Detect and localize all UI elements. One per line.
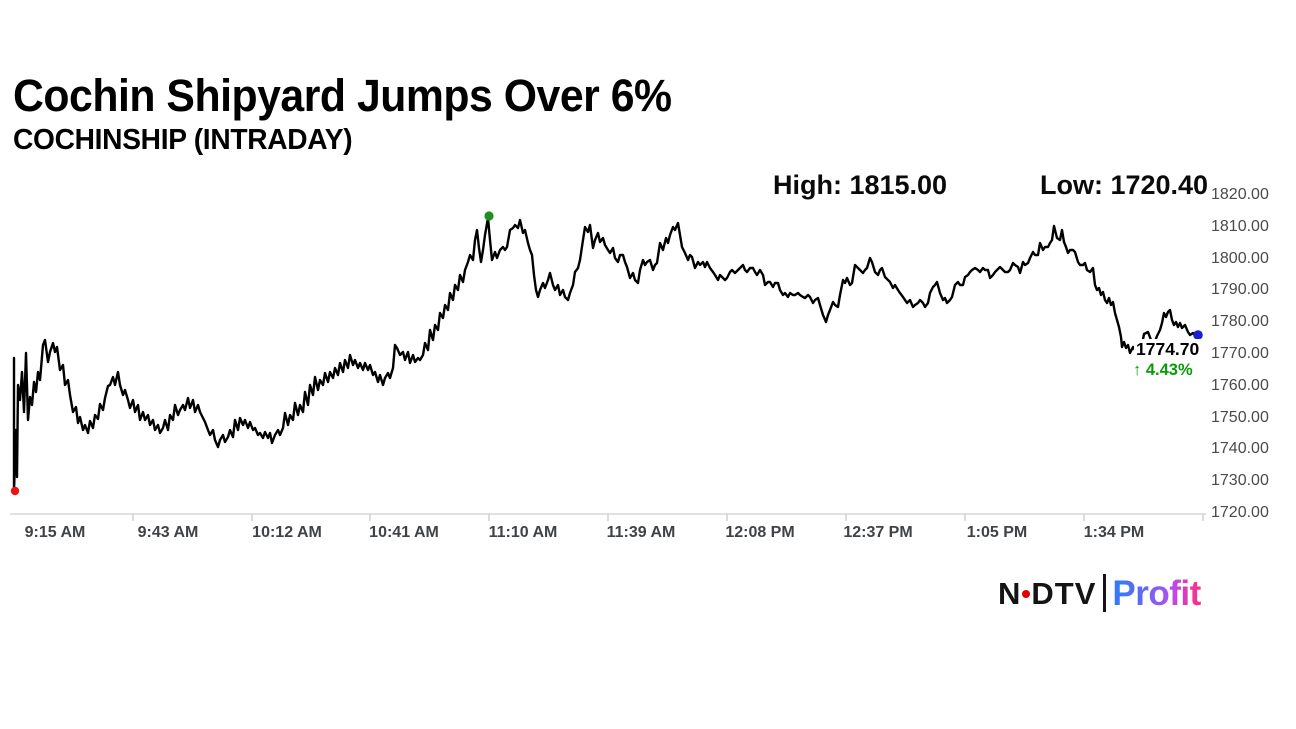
y-axis-tick-label: 1760.00 (1211, 376, 1269, 394)
ndtv-wordmark: N DTV (998, 578, 1096, 609)
profit-wordmark: Profit (1112, 573, 1201, 613)
open-low-marker (10, 486, 20, 496)
low-value: Low: 1720.40 (1040, 170, 1209, 200)
y-axis-tick-label: 1750.00 (1211, 408, 1269, 426)
y-axis-tick-label: 1790.00 (1211, 281, 1269, 299)
x-axis-tick-label: 10:12 AM (252, 524, 322, 541)
y-axis-tick-label: 1730.00 (1211, 472, 1269, 490)
x-axis-tick-label: 11:39 AM (606, 524, 676, 541)
x-axis-tick-label: 11:10 AM (488, 524, 558, 541)
x-axis-tick-label: 12:37 PM (843, 524, 913, 541)
y-axis-tick-label: 1780.00 (1211, 313, 1269, 331)
ndtv-red-dot-icon (1022, 590, 1031, 598)
logo-separator (1103, 574, 1107, 612)
y-axis-tick-label: 1720.00 (1211, 504, 1269, 521)
ticker-subtitle: COCHINSHIP (INTRADAY) (13, 124, 353, 156)
y-axis-tick-label: 1740.00 (1211, 440, 1269, 458)
last-marker (1193, 330, 1203, 340)
x-axis-tick-label: 1:34 PM (1083, 524, 1145, 541)
high-value: High: 1815.00 (773, 170, 948, 200)
last-price-label: 1774.70 (1134, 339, 1202, 361)
ndtv-profit-logo: N DTV Profit (998, 572, 1201, 614)
ndtv-letter-n: N (998, 575, 1022, 611)
x-axis-tick-label: 12:08 PM (725, 524, 795, 541)
price-line (12, 216, 1200, 493)
x-axis-tick-label: 1:05 PM (966, 524, 1028, 541)
y-axis-tick-label: 1800.00 (1211, 249, 1269, 267)
x-axis-tick-label: 9:15 AM (24, 524, 86, 541)
high-marker (484, 211, 494, 221)
x-axis-tick-label: 10:41 AM (369, 524, 439, 541)
change-percent-label: ↑ 4.43% (1133, 361, 1193, 379)
x-axis-tick-label: 9:43 AM (137, 524, 199, 541)
y-axis-tick-label: 1810.00 (1211, 217, 1269, 235)
y-axis-tick-label: 1770.00 (1211, 345, 1269, 362)
page-title: Cochin Shipyard Jumps Over 6% (13, 70, 672, 121)
y-axis-tick-label: 1820.00 (1211, 186, 1269, 203)
ndtv-letters-dtv: DTV (1031, 575, 1097, 611)
